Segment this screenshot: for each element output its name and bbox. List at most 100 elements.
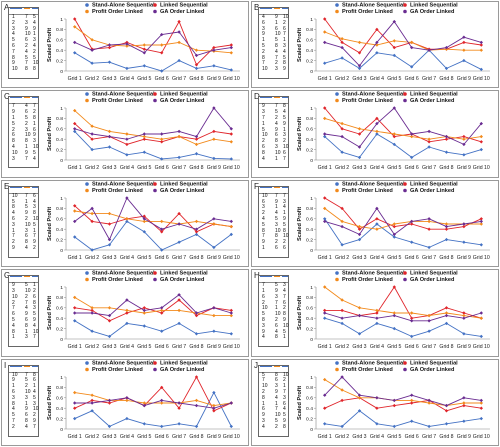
header-color-swatch [24,276,30,282]
data-point [159,69,164,73]
table-cell: 1 [12,114,15,121]
table-cell: 4 [283,48,286,55]
data-point [212,390,216,394]
data-point [479,406,483,410]
table-cell: 4 [262,14,265,20]
x-tick-label: Grid 3 [352,255,366,261]
table-cell: 5 [33,149,36,156]
data-point [142,306,146,310]
data-point [73,306,77,310]
data-point [357,232,362,236]
table-cell: 2 [25,293,28,300]
panel-frame [251,269,499,357]
y-tick-label: 0.4 [306,48,313,54]
data-point [194,229,199,234]
y-tick-label: 0.8 [56,117,63,123]
y-tick-label: 0.2 [56,58,63,64]
y-tick-label: 0.8 [56,27,63,33]
data-point [73,406,77,410]
data-point [409,398,414,402]
data-point [357,145,362,150]
data-point [194,137,199,142]
y-tick-label: 0.6 [56,395,63,401]
x-tick-label: Grid 7 [172,344,186,350]
table-cell: 2 [33,109,36,116]
data-point [479,398,483,402]
table-cell: 3 [262,25,265,32]
x-tick-label: Grid 1 [68,344,82,350]
x-tick-label: Grid 8 [439,165,453,171]
series-line [74,294,232,317]
series-line [324,286,482,319]
header-color-swatch [274,97,280,103]
legend-marker [153,271,157,275]
data-point [177,30,181,34]
legend-entry: Stand-Alone Sequential [335,181,405,187]
header-color-swatch [282,97,288,103]
x-tick-label: Grid 6 [155,165,169,171]
data-point [323,61,327,65]
data-point [107,319,112,323]
legend-label: Linked Sequential [410,360,458,366]
table-cell: 2 [25,215,28,222]
table-cell: 2 [262,388,265,395]
legend-marker [85,3,89,7]
table-cell: 10 [283,371,289,378]
table-cell: 9 [283,215,286,222]
table-cell: 5 [12,120,15,127]
x-tick-label: Grid 9 [457,344,471,350]
data-point [357,51,362,55]
data-point [409,222,414,226]
table-cell: 9 [12,60,15,67]
table-cell: 4 [283,109,286,116]
legend-label: Stand-Alone Sequential [342,360,405,366]
legend-label: Stand-Alone Sequential [92,92,155,98]
data-point [357,306,362,310]
x-tick-label: Grid 10 [223,434,240,440]
x-tick-label: Grid 3 [102,344,116,350]
table-cell: 1 [12,227,15,234]
table-cell: 4 [33,388,36,395]
legend-marker [335,3,339,7]
data-point [107,398,112,402]
header-color-swatch [282,8,288,14]
series-line [324,396,482,411]
table-row: 10 3 9 [259,66,288,73]
order-table: 7 4 7 9 6 2 1 5 8 5 2 1 2 3 6 6 10 9 8 8 3 4 1 10 10 9 5 3 7 4 [8,96,39,169]
table-row: 6 3 10 [259,144,289,151]
series-line [74,110,232,146]
legend-entry: Profit Order Linked [85,98,143,104]
table-cell: 1 [33,31,36,38]
series-line [324,376,482,406]
data-point [444,237,449,242]
data-point [357,408,362,413]
legend-entry: GA Order Linked [403,98,455,104]
table-cell: 9 [275,14,278,20]
panel-frame [1,179,249,268]
y-tick-label: 1 [310,196,313,202]
data-point [340,308,344,313]
data-point [375,132,379,137]
data-point [323,40,327,45]
data-point [194,227,199,231]
data-point [194,152,199,156]
table-cell: 10 [283,322,289,329]
chart-panel-i: I 10 7 8 9 5 6 1 2 1 6 10 4 3 3 5 8 1 3 4 9 10 5 6 2 7 8 9 2 4 7 Stand-… [0,358,250,447]
table-cell: 2 [25,383,28,390]
table-cell: 9 [33,417,36,424]
legend-label: GA Order Linked [160,277,205,283]
table-cell: 3 [283,282,286,289]
table-row: 4 10 1 [9,32,38,38]
data-point [142,421,146,426]
order-table-header [259,276,288,284]
